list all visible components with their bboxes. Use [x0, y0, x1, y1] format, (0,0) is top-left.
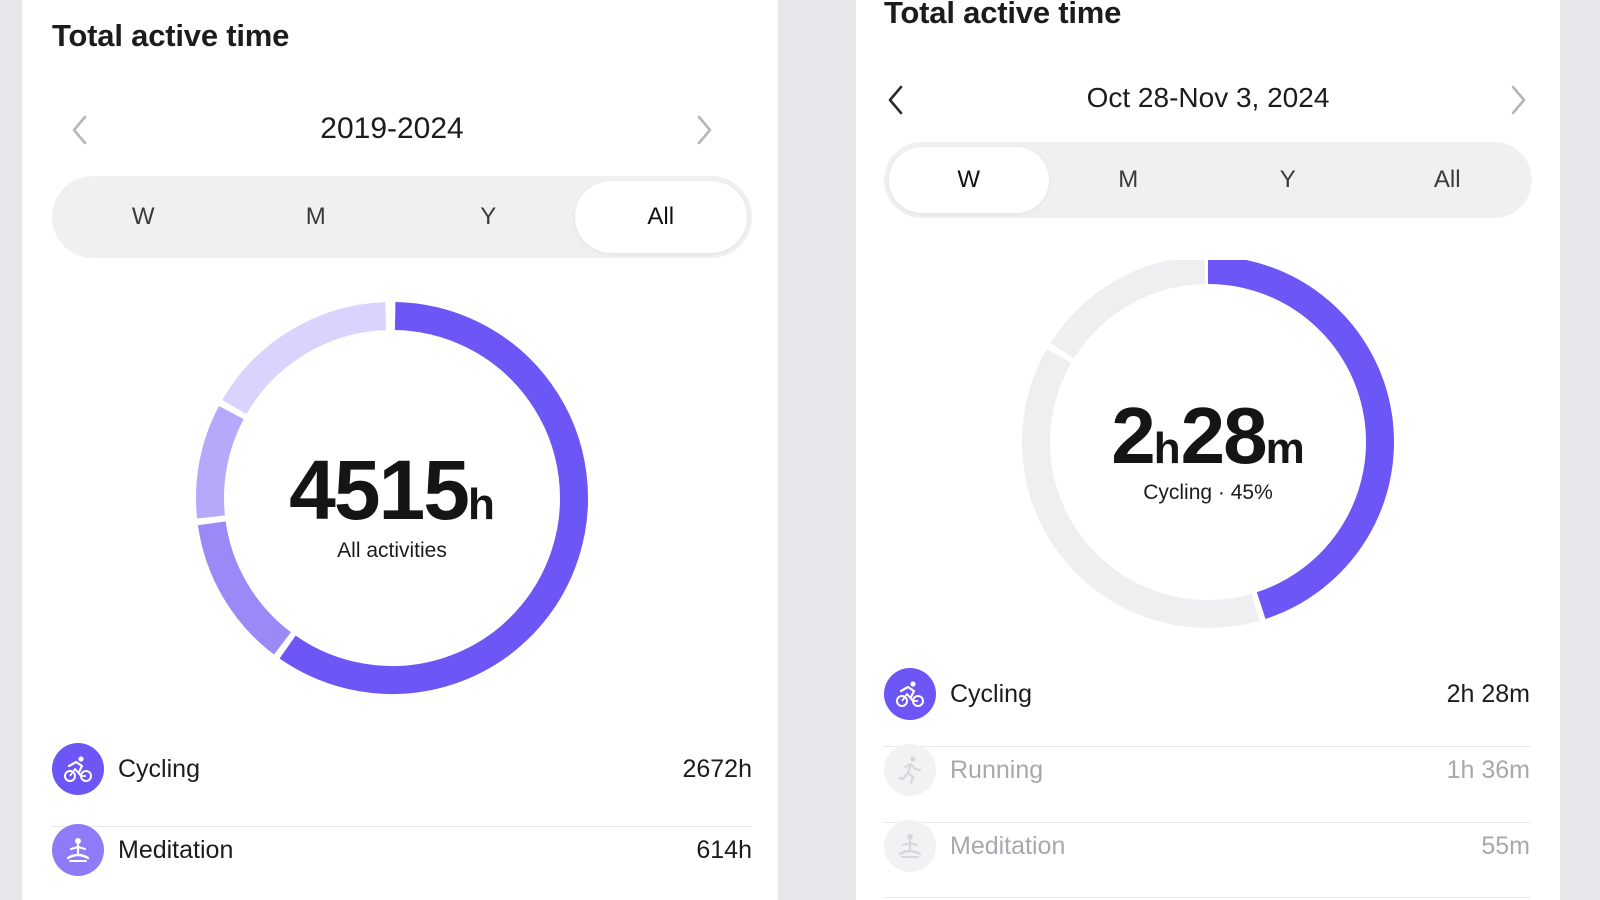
chevron-right-icon[interactable]	[692, 113, 716, 147]
activity-name: Meditation	[950, 831, 1066, 860]
page-title: Total active time	[884, 0, 1122, 30]
running-icon	[884, 744, 936, 796]
tab-week[interactable]: W	[889, 147, 1049, 213]
tab-all[interactable]: All	[1433, 166, 1461, 193]
total-time-value: 4515h	[289, 443, 495, 537]
divider	[52, 826, 752, 827]
activity-time: 2h 28m	[1446, 679, 1530, 708]
activity-name: Running	[950, 755, 1044, 784]
left-panel: Total active time 2019-2024 W M Y All 45…	[22, 0, 778, 900]
cycling-icon	[884, 668, 936, 720]
donut-segment-2	[197, 521, 292, 655]
meditation-icon	[884, 820, 936, 872]
period-segmented-control: W M Y All	[884, 142, 1532, 218]
period-label: 2019-2024	[320, 112, 464, 145]
donut-segment-3	[196, 405, 244, 519]
divider	[884, 746, 1530, 747]
donut-segment-cycling	[279, 302, 588, 694]
center-caption: All activities	[337, 539, 447, 562]
donut-segment-meditation	[1050, 260, 1206, 359]
activity-donut-chart	[196, 302, 588, 694]
period-label: Oct 28-Nov 3, 2024	[1086, 82, 1330, 113]
donut-segment-running	[1022, 349, 1260, 628]
chevron-right-icon[interactable]	[1506, 83, 1530, 117]
chevron-left-icon[interactable]	[884, 83, 908, 117]
right-panel: Total active time Oct 28-Nov 3, 2024 W M…	[856, 0, 1560, 900]
cycling-icon	[52, 743, 104, 795]
tab-year[interactable]: Y	[480, 203, 497, 230]
tab-month[interactable]: M	[1118, 166, 1139, 193]
total-time-value: 2h28m	[1111, 391, 1305, 480]
period-segmented-control: W M Y All	[52, 176, 752, 258]
donut-segment-cycling	[1207, 260, 1394, 619]
activity-donut-chart	[1022, 260, 1394, 628]
donut-segment-4	[222, 302, 387, 415]
tab-week[interactable]: W	[131, 203, 155, 230]
list-item-meditation[interactable]: Meditation 55m	[884, 820, 1530, 872]
activity-name: Cycling	[950, 679, 1032, 708]
activity-time: 614h	[696, 835, 752, 864]
page-title: Total active time	[52, 18, 290, 53]
activity-name: Meditation	[118, 835, 234, 864]
divider	[884, 822, 1530, 823]
divider	[884, 897, 1530, 898]
meditation-icon	[52, 824, 104, 876]
list-item-running[interactable]: Running 1h 36m	[884, 744, 1530, 796]
tab-all[interactable]: All	[574, 181, 747, 253]
list-item-meditation[interactable]: Meditation 614h	[52, 824, 752, 876]
chevron-left-icon[interactable]	[68, 113, 92, 147]
activity-name: Cycling	[118, 754, 200, 783]
activity-time: 2672h	[682, 754, 752, 783]
list-item-cycling[interactable]: Cycling 2672h	[52, 743, 752, 795]
tab-month[interactable]: M	[305, 203, 326, 230]
tab-year[interactable]: Y	[1279, 166, 1296, 193]
center-caption: Cycling · 45%	[1143, 481, 1273, 504]
list-item-cycling[interactable]: Cycling 2h 28m	[884, 668, 1530, 720]
activity-time: 1h 36m	[1446, 755, 1530, 784]
activity-time: 55m	[1481, 831, 1530, 860]
